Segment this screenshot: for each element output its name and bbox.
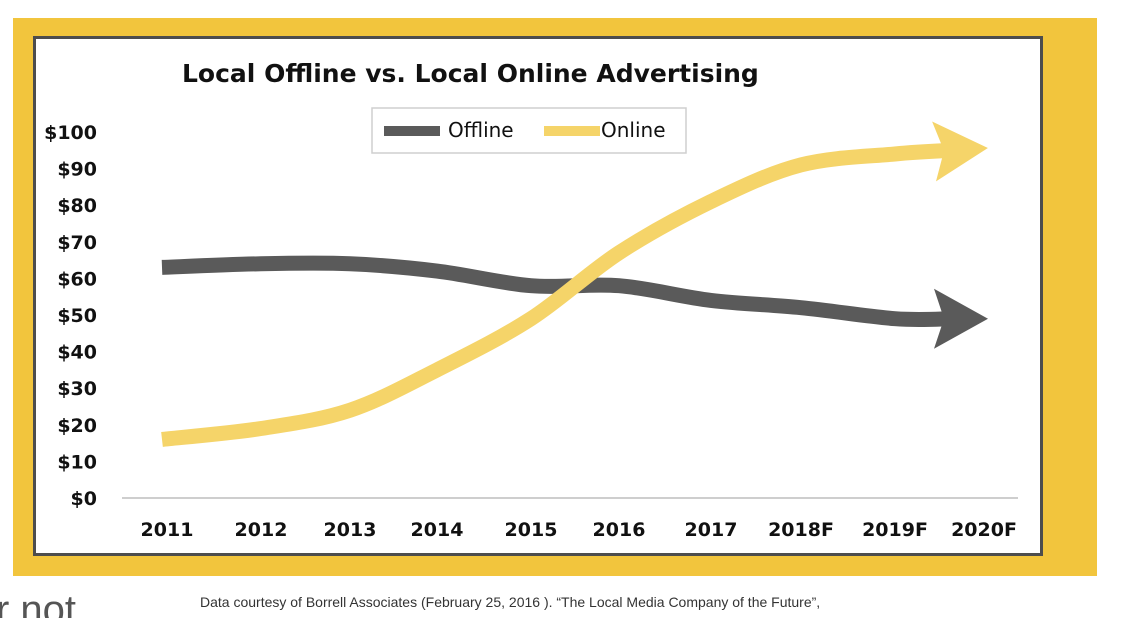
- x-tick-label: 2017: [685, 519, 738, 541]
- x-axis: 2011 2012 2013 2014 2015 2016 2017 2018F 2019F 20…: [141, 519, 1017, 541]
- x-tick-label: 2011: [141, 519, 194, 541]
- y-tick-label: $30: [57, 378, 97, 400]
- x-tick-label: 2013: [324, 519, 377, 541]
- legend: Offline Online: [371, 107, 687, 154]
- x-tick-label: 2020F: [951, 519, 1017, 541]
- y-tick-label: $0: [71, 488, 97, 510]
- source-caption: Data courtesy of Borrell Associates (Feb…: [200, 594, 821, 610]
- y-tick-label: $20: [57, 415, 97, 437]
- series-online: [161, 121, 988, 447]
- x-tick-label: 2014: [411, 519, 464, 541]
- y-tick-label: $70: [57, 232, 97, 254]
- legend-label-offline: Offline: [448, 118, 514, 142]
- legend-label-online: Online: [601, 118, 666, 142]
- y-tick-label: $100: [44, 122, 97, 144]
- y-tick-label: $90: [57, 159, 97, 181]
- x-tick-label: 2019F: [862, 519, 928, 541]
- series-layer: [161, 121, 988, 447]
- x-tick-label: 2015: [505, 519, 558, 541]
- y-tick-label: $40: [57, 342, 97, 364]
- series-line-online: [161, 142, 953, 447]
- x-tick-label: 2012: [235, 519, 288, 541]
- chart-title: Local Offline vs. Local Online Advertisi…: [182, 59, 759, 88]
- y-axis: $0 $10 $20 $30 $40 $50 $60 $70 $80 $90 $100: [44, 122, 97, 510]
- x-tick-label: 2018F: [768, 519, 834, 541]
- series-arrowhead-online: [932, 121, 988, 182]
- series-offline: [161, 255, 988, 349]
- legend-swatch-offline: [384, 126, 440, 136]
- x-tick-label: 2016: [593, 519, 646, 541]
- cut-off-body-text: r not: [0, 588, 77, 618]
- series-arrowhead-offline: [934, 288, 988, 349]
- legend-swatch-online: [544, 126, 600, 136]
- y-tick-label: $80: [57, 195, 97, 217]
- y-tick-label: $10: [57, 451, 97, 473]
- y-tick-label: $60: [57, 268, 97, 290]
- y-tick-label: $50: [57, 305, 97, 327]
